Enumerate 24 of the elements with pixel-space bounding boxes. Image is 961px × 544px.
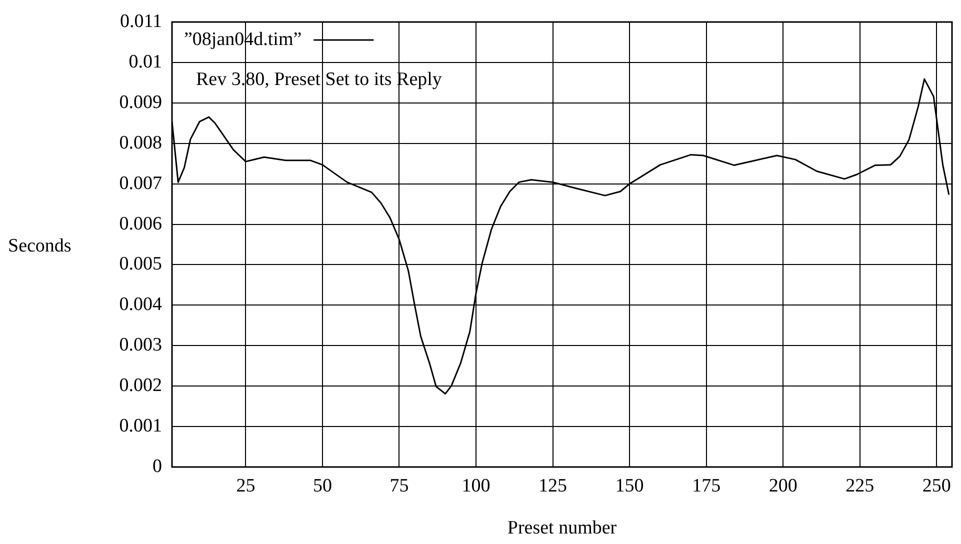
x-tick-label: 125 bbox=[538, 475, 568, 496]
y-tick-label: 0.007 bbox=[119, 172, 162, 194]
x-tick-label: 200 bbox=[768, 475, 798, 496]
y-tick-label: 0.003 bbox=[119, 334, 162, 356]
y-tick-label: 0.004 bbox=[119, 294, 162, 316]
y-tick-label: 0.001 bbox=[119, 416, 162, 437]
y-tick-label: 0.009 bbox=[119, 92, 162, 113]
y-tick-label: 0.002 bbox=[119, 375, 162, 396]
x-tick-label: 100 bbox=[462, 475, 490, 496]
x-tick-label: 75 bbox=[390, 475, 409, 496]
x-axis-title: Preset number bbox=[507, 518, 618, 539]
x-tick-label: 250 bbox=[922, 475, 951, 496]
y-tick-label: 0.008 bbox=[119, 132, 162, 154]
x-tick-label: 150 bbox=[615, 475, 644, 496]
x-tick-label: 25 bbox=[236, 475, 256, 496]
y-tick-label: 0.005 bbox=[119, 254, 162, 275]
y-tick-label: 0.01 bbox=[128, 51, 162, 72]
y-tick-label: 0.006 bbox=[119, 213, 162, 234]
x-tick-label: 50 bbox=[312, 475, 332, 496]
x-tick-label: 175 bbox=[692, 475, 721, 496]
y-tick-label: 0 bbox=[152, 456, 162, 477]
y-tick-label: 0.011 bbox=[120, 10, 162, 32]
y-axis-title: Seconds bbox=[8, 236, 72, 257]
x-tick-label: 225 bbox=[846, 475, 874, 496]
